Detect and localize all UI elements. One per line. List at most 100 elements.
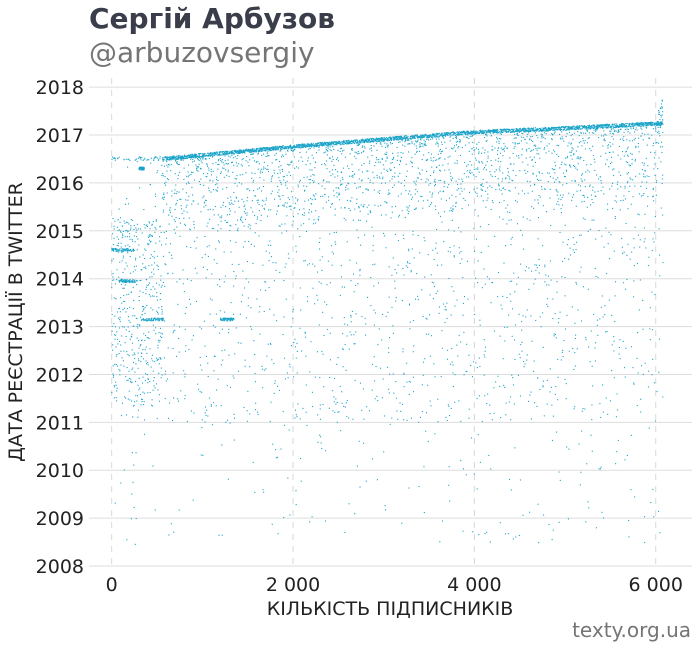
data-point (225, 169, 227, 171)
data-point (252, 461, 254, 463)
data-point (475, 132, 477, 134)
data-point (422, 143, 424, 145)
data-point (144, 257, 146, 260)
data-point (483, 130, 485, 132)
data-point (156, 292, 158, 294)
data-point (495, 129, 497, 131)
data-point (492, 149, 494, 151)
data-point (265, 147, 268, 150)
data-point (275, 269, 277, 271)
data-point (440, 152, 442, 154)
data-point (562, 184, 564, 186)
data-point (152, 221, 154, 223)
data-point (519, 395, 522, 397)
data-point (347, 141, 349, 143)
data-point (454, 162, 456, 164)
data-point (367, 213, 369, 215)
data-point (203, 155, 205, 157)
data-point (145, 249, 147, 251)
data-point (295, 251, 298, 253)
data-point (400, 193, 402, 195)
data-point (280, 147, 282, 149)
data-point (554, 172, 556, 174)
data-point (290, 144, 292, 146)
data-point (362, 141, 365, 143)
data-point (446, 132, 448, 134)
data-point (475, 133, 477, 135)
data-point (297, 200, 299, 202)
data-point (526, 133, 529, 135)
data-point (429, 134, 431, 136)
data-point (375, 161, 377, 163)
data-point (204, 153, 206, 155)
data-point (299, 144, 301, 146)
data-point (511, 335, 513, 337)
data-point (514, 187, 516, 189)
data-point (316, 271, 319, 273)
data-point (195, 155, 197, 157)
data-point (153, 159, 155, 161)
data-point (124, 284, 126, 286)
data-point (260, 219, 262, 221)
data-point (404, 135, 406, 137)
data-point (295, 146, 297, 148)
data-point (321, 351, 323, 353)
data-point (421, 195, 423, 198)
data-point (231, 161, 233, 163)
data-point (339, 385, 341, 387)
data-point (256, 199, 258, 202)
data-point (538, 179, 540, 181)
data-point (235, 327, 237, 329)
data-point (341, 150, 343, 152)
data-point (247, 305, 249, 307)
data-point (344, 141, 346, 144)
data-point (463, 132, 465, 134)
data-point (557, 376, 559, 378)
data-point (361, 138, 363, 140)
data-point (483, 168, 485, 170)
data-point (343, 149, 345, 151)
data-point (177, 178, 179, 180)
data-point (481, 131, 483, 133)
data-point (389, 180, 391, 182)
data-point (348, 141, 350, 143)
data-point (445, 416, 447, 418)
data-point (143, 267, 145, 269)
data-point (518, 353, 520, 355)
data-point (449, 172, 451, 174)
data-point (257, 411, 259, 413)
data-point (518, 155, 520, 157)
data-point (268, 252, 270, 254)
data-point (202, 153, 204, 155)
data-point (363, 204, 365, 206)
data-point (144, 349, 146, 351)
data-point (334, 377, 336, 379)
data-point (156, 359, 158, 362)
data-point (180, 198, 182, 200)
data-point (372, 244, 374, 246)
data-point (292, 220, 294, 222)
data-point (335, 398, 337, 400)
data-point (255, 195, 257, 197)
data-point (449, 132, 452, 134)
data-point (432, 135, 434, 137)
data-point (510, 419, 512, 421)
data-point (362, 141, 364, 143)
data-point (558, 126, 560, 128)
data-point (531, 159, 533, 161)
data-point (308, 263, 310, 265)
data-point (244, 204, 246, 206)
data-point (221, 151, 223, 153)
data-point (162, 281, 164, 283)
data-point (213, 370, 215, 372)
data-point (279, 145, 281, 147)
data-point (326, 284, 328, 286)
data-point (138, 360, 140, 362)
data-point (122, 248, 124, 250)
data-point (299, 151, 301, 154)
data-point (175, 156, 177, 158)
data-point (331, 317, 333, 319)
data-point (441, 132, 443, 134)
data-point (355, 157, 357, 160)
data-point (153, 273, 155, 275)
